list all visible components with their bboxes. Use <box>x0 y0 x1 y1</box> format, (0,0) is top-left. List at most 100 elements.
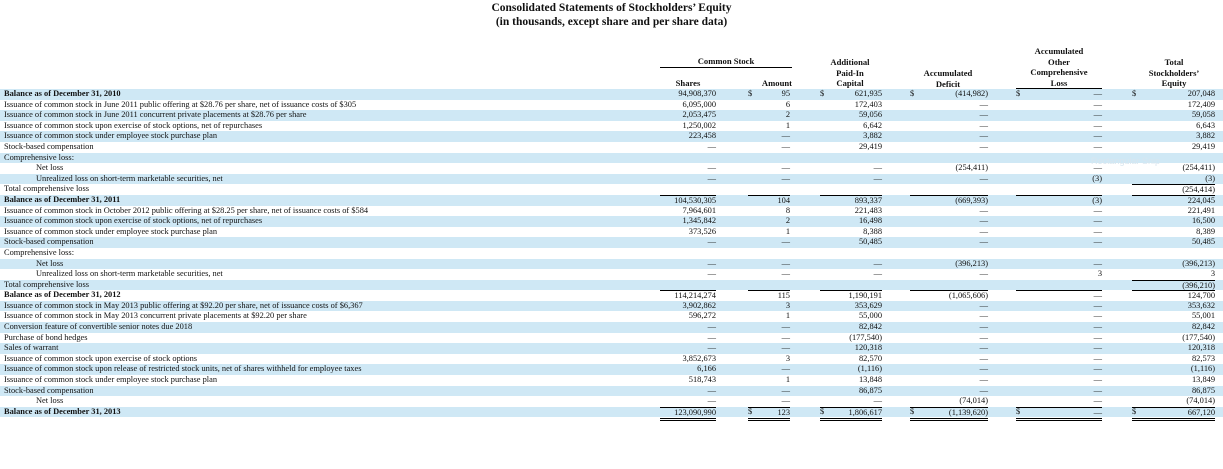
row-label: Issuance of common stock upon exercise o… <box>4 353 198 363</box>
cell-shares: 114,214,274 <box>660 290 716 302</box>
cell-aoci: — <box>1093 216 1102 226</box>
cell-apic: — <box>873 396 882 406</box>
table-row: Issuance of common stock upon exercise o… <box>0 354 1223 365</box>
cell-apic: 353,629 <box>854 300 882 310</box>
cell-amount: 1 <box>785 375 790 385</box>
cell-total: 59,058 <box>1191 110 1215 120</box>
header-total-line1: Total <box>1164 57 1184 67</box>
table-row: Unrealized loss on short-term marketable… <box>0 269 1223 280</box>
row-label: Stock-based compensation <box>4 237 94 247</box>
snip-watermark: Rectangular Snip <box>1091 156 1161 166</box>
header-aoci: Accumulated Other Comprehensive Loss <box>1016 46 1102 89</box>
table-row: Issuance of common stock in May 2013 pub… <box>0 300 1223 312</box>
dollar-sign: $ <box>748 406 753 416</box>
cell-deficit: (74,014) <box>959 396 988 406</box>
header-total: Total Stockholders’ Equity <box>1132 57 1216 90</box>
cell-shares: — <box>707 385 716 395</box>
cell-aoci: — <box>1093 332 1102 342</box>
cell-shares: 3,902,862 <box>682 300 717 310</box>
cell-apic: — <box>873 173 882 183</box>
cell-apic: 1,806,617 <box>820 406 882 422</box>
cell-amount: 1 <box>785 311 790 321</box>
cell-total: (74,014) <box>1186 396 1215 406</box>
cell-shares: 373,526 <box>688 226 716 236</box>
cell-total: (1,116) <box>1190 364 1215 374</box>
cell-deficit: — <box>979 364 988 374</box>
cell-aoci: — <box>1093 353 1102 363</box>
row-label: Total comprehensive loss <box>4 184 90 194</box>
cell-aoci: — <box>1093 396 1102 406</box>
cell-apic: 59,056 <box>858 110 882 120</box>
cell-apic: 86,875 <box>858 385 882 395</box>
cell-deficit: — <box>979 226 988 236</box>
row-label: Balance as of December 31, 2010 <box>4 89 121 98</box>
cell-shares: — <box>707 396 716 406</box>
cell-shares: — <box>707 141 716 151</box>
cell-apic: 82,570 <box>858 353 882 363</box>
row-label: Balance as of December 31, 2011 <box>4 194 121 204</box>
row-label: Issuance of common stock in May 2013 con… <box>4 311 307 321</box>
table-row: Stock-based compensation — — 86,875 — — 86,875 <box>0 385 1223 397</box>
cell-aoci: — <box>1093 300 1102 310</box>
cell-shares: 1,345,842 <box>682 216 717 226</box>
cell-deficit: — <box>979 110 988 120</box>
cell-total: (254,414) <box>1132 184 1215 196</box>
cell-aoci: — <box>1093 163 1102 173</box>
cell-total: 3 <box>1210 269 1215 279</box>
cell-aoci: 3 <box>1097 269 1102 279</box>
cell-aoci: — <box>1093 258 1102 268</box>
table-row: Stock-based compensation — — 29,419 — — 29,419 <box>0 142 1223 153</box>
cell-apic: — <box>873 269 882 279</box>
cell-deficit: — <box>979 311 988 321</box>
header-aoci-line2: Other <box>1048 56 1070 67</box>
cell-deficit: — <box>979 375 988 385</box>
header-apic-line1: Additional <box>830 57 870 67</box>
table-row: Total comprehensive loss (396,210) <box>0 279 1223 291</box>
table-row: Issuance of common stock in October 2012… <box>0 206 1223 217</box>
table-row: Issuance of common stock in June 2011 pu… <box>0 100 1223 111</box>
header-apic-line2: Paid-In <box>836 67 864 78</box>
cell-apic: — <box>873 258 882 268</box>
table-row: Balance as of December 31, 2010 94,908,37… <box>0 89 1223 100</box>
row-label: Total comprehensive loss <box>4 279 90 289</box>
cell-apic: 1,190,191 <box>820 290 882 302</box>
cell-apic: 172,403 <box>854 99 882 109</box>
statement-title: Consolidated Statements of Stockholders’… <box>491 2 732 14</box>
cell-aoci: — <box>1093 120 1102 130</box>
cell-deficit: — <box>979 131 988 141</box>
cell-amount: — <box>781 269 790 279</box>
row-label: Purchase of bond hedges <box>4 332 88 342</box>
cell-aoci: — <box>1093 385 1102 395</box>
dollar-sign: $ <box>1132 89 1137 98</box>
cell-deficit: — <box>979 353 988 363</box>
header-common-stock: Common Stock <box>660 56 792 68</box>
cell-apic: 221,483 <box>854 205 882 215</box>
cell-aoci: — <box>1016 406 1102 422</box>
cell-amount: 2 <box>785 110 790 120</box>
cell-deficit: — <box>979 99 988 109</box>
cell-aoci: (3) <box>1092 173 1102 183</box>
cell-apic: 55,000 <box>858 311 882 321</box>
cell-amount: 123 <box>748 406 790 422</box>
cell-shares: 6,166 <box>697 364 716 374</box>
cell-shares: — <box>707 269 716 279</box>
table-row: Issuance of common stock under employee … <box>0 375 1223 386</box>
cell-total: 224,045 <box>1132 194 1215 207</box>
cell-deficit: (1,065,606) <box>910 290 988 302</box>
row-label: Stock-based compensation <box>4 385 94 395</box>
cell-shares: 2,053,475 <box>682 110 717 120</box>
row-label: Sales of warrant <box>4 343 59 353</box>
cell-total: 13,849 <box>1191 375 1215 385</box>
table-row: Issuance of common stock in June 2011 co… <box>0 110 1223 121</box>
table-row: Balance as of December 31, 2011 104,530,3… <box>0 194 1223 207</box>
row-label: Issuance of common stock in June 2011 pu… <box>4 99 357 109</box>
table-row: Sales of warrant — — 120,318 — — 120,318 <box>0 343 1223 354</box>
cell-shares: 6,095,000 <box>682 99 717 109</box>
row-label: Issuance of common stock in June 2011 co… <box>4 110 307 120</box>
cell-total: 124,700 <box>1132 290 1215 302</box>
cell-amount: — <box>781 396 790 406</box>
cell-aoci: — <box>1093 364 1102 374</box>
cell-total: (177,540) <box>1182 332 1215 342</box>
cell-deficit: — <box>979 322 988 332</box>
table-row: Stock-based compensation — — 50,485 — — 50,485 <box>0 237 1223 248</box>
